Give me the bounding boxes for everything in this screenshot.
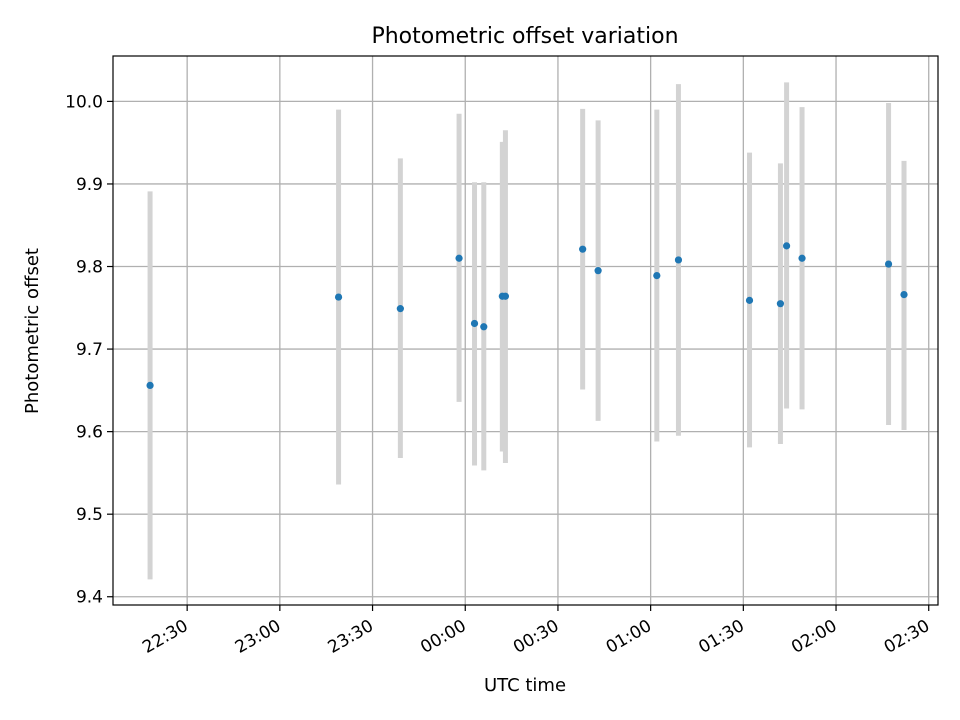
data-point	[674, 256, 683, 264]
chart-title: Photometric offset variation	[371, 24, 678, 49]
data-point	[782, 242, 791, 250]
data-point	[146, 381, 154, 389]
data-point	[884, 260, 893, 268]
y-tick-label: 9.8	[76, 258, 103, 278]
data-point	[501, 292, 510, 300]
data-point	[480, 323, 488, 331]
y-tick-label: 9.9	[76, 175, 103, 195]
grid	[113, 56, 938, 605]
x-tick-label: 01:00	[603, 616, 655, 658]
x-tick-label: 02:30	[881, 616, 933, 658]
x-tick-label: 00:00	[417, 616, 469, 658]
error-bars	[147, 82, 907, 580]
data-point	[455, 254, 463, 262]
data-point	[900, 290, 908, 299]
x-tick-label: 00:30	[510, 616, 562, 658]
data-point	[798, 254, 806, 262]
x-tick-label: 02:00	[788, 616, 840, 658]
data-point	[334, 293, 343, 301]
data-point	[579, 245, 587, 253]
data-point	[653, 272, 661, 280]
y-axis-label: Photometric offset	[22, 248, 43, 414]
x-tick-label: 23:30	[325, 616, 377, 658]
y-axis-ticks: 9.4 9.5 9.6 9.7 9.8 9.9 10.0	[65, 92, 113, 608]
plot-frame	[112, 55, 939, 606]
y-tick-label: 9.7	[76, 340, 103, 360]
data-point	[470, 319, 479, 328]
x-tick-label: 23:00	[232, 616, 284, 658]
data-points	[146, 242, 908, 389]
data-point	[396, 305, 404, 313]
data-point	[745, 296, 754, 304]
y-tick-label: 9.4	[76, 588, 103, 608]
y-tick-label: 9.5	[76, 505, 103, 525]
y-tick-label: 9.6	[76, 423, 103, 443]
data-point	[776, 300, 785, 308]
x-axis-label: UTC time	[484, 675, 566, 696]
data-point	[594, 267, 602, 275]
y-tick-label: 10.0	[65, 92, 103, 112]
x-tick-label: 01:30	[695, 616, 747, 658]
x-axis-ticks: 22:30 23:00 23:30 00:00 00:30 01:00 01:30 02:00…	[139, 605, 933, 658]
x-tick-label: 22:30	[139, 616, 191, 658]
